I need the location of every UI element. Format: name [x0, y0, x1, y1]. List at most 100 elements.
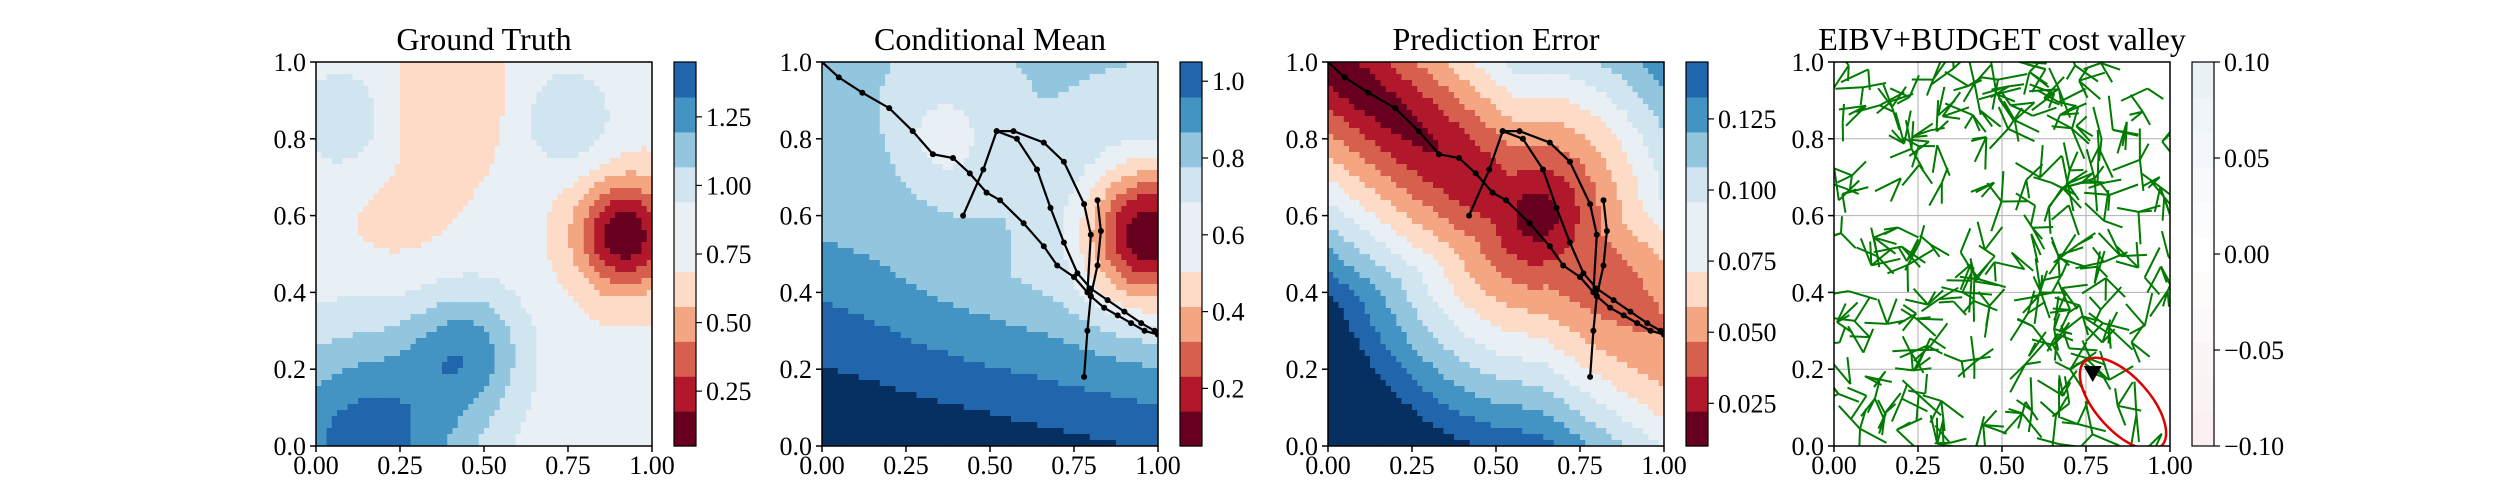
- heatmap-cell: [858, 266, 865, 273]
- heatmap-cell: [604, 74, 611, 81]
- heatmap-cell: [316, 314, 322, 321]
- heatmap-cell: [426, 194, 433, 201]
- heatmap-cell: [858, 368, 865, 375]
- heatmap-cell: [536, 350, 543, 357]
- heatmap-cell: [536, 380, 543, 387]
- heatmap-cell: [594, 416, 601, 423]
- heatmap-cell: [415, 374, 422, 381]
- heatmap-cell: [515, 314, 522, 321]
- heatmap-cell: [547, 152, 553, 159]
- heatmap-cell: [594, 350, 601, 357]
- heatmap-cell: [557, 224, 564, 231]
- heatmap-cell: [520, 62, 527, 69]
- heatmap-cell: [457, 320, 464, 327]
- heatmap-cell: [505, 302, 511, 309]
- heatmap-cell: [573, 392, 580, 399]
- heatmap-cell: [442, 284, 448, 291]
- heatmap-cell: [526, 278, 532, 285]
- heatmap-cell: [636, 410, 643, 417]
- heatmap-cell: [589, 230, 595, 237]
- heatmap-cell: [410, 368, 417, 375]
- heatmap-cell: [405, 428, 412, 435]
- heatmap-cell: [410, 332, 417, 339]
- heatmap-cell: [405, 200, 412, 207]
- heatmap-cell: [562, 74, 569, 81]
- heatmap-cell: [615, 404, 622, 411]
- heatmap-cell: [526, 416, 532, 423]
- heatmap-cell: [510, 272, 517, 279]
- heatmap-cell: [368, 314, 375, 321]
- heatmap-cell: [436, 182, 443, 189]
- heatmap-cell: [827, 80, 834, 87]
- heatmap-cell: [620, 428, 627, 435]
- heatmap-cell: [869, 212, 876, 219]
- heatmap-cell: [326, 392, 333, 399]
- heatmap-cell: [342, 74, 349, 81]
- heatmap-cell: [452, 236, 459, 243]
- heatmap-cell: [321, 440, 328, 446]
- heatmap-cell: [615, 254, 622, 261]
- heatmap-cell: [452, 128, 459, 135]
- heatmap-cell: [620, 302, 627, 309]
- heatmap-cell: [510, 350, 517, 357]
- heatmap-cell: [337, 296, 343, 303]
- heatmap-cell: [457, 326, 464, 333]
- heatmap-cell: [625, 230, 632, 237]
- heatmap-cell: [578, 260, 585, 267]
- heatmap-cell: [589, 374, 595, 381]
- heatmap-cell: [515, 344, 522, 351]
- heatmap-cell: [552, 254, 559, 261]
- heatmap-cell: [421, 410, 427, 417]
- heatmap-cell: [415, 116, 422, 123]
- heatmap-cell: [837, 170, 844, 177]
- heatmap-cell: [484, 308, 490, 315]
- heatmap-cell: [405, 134, 412, 141]
- heatmap-cell: [827, 104, 834, 111]
- heatmap-cell: [379, 302, 385, 309]
- heatmap-cell: [352, 332, 359, 339]
- heatmap-cell: [379, 314, 385, 321]
- heatmap-cell: [358, 188, 364, 195]
- heatmap-cell: [631, 260, 637, 267]
- heatmap-cell: [615, 296, 622, 303]
- heatmap-cell: [379, 422, 385, 429]
- heatmap-cell: [373, 128, 380, 135]
- heatmap-cell: [510, 158, 517, 165]
- heatmap-cell: [484, 266, 490, 273]
- heatmap-cell: [589, 182, 595, 189]
- heatmap-cell: [352, 98, 359, 105]
- heatmap-cell: [631, 104, 637, 111]
- heatmap-cell: [636, 182, 643, 189]
- heatmap-cell: [326, 146, 333, 153]
- heatmap-cell: [526, 98, 532, 105]
- heatmap-cell: [562, 176, 569, 183]
- heatmap-cell: [499, 422, 506, 429]
- heatmap-cell: [625, 248, 632, 255]
- heatmap-cell: [541, 362, 548, 369]
- heatmap-cell: [468, 128, 475, 135]
- heatmap-cell: [641, 140, 648, 147]
- heatmap-cell: [610, 248, 616, 255]
- heatmap-cell: [568, 260, 574, 267]
- heatmap-cell: [499, 86, 506, 93]
- heatmap-cell: [436, 68, 443, 75]
- heatmap-cell: [552, 242, 559, 249]
- heatmap-cell: [421, 86, 427, 93]
- heatmap-cell: [646, 296, 652, 303]
- heatmap-cell: [568, 230, 574, 237]
- y-axis: 0.00.20.40.60.81.0: [274, 48, 316, 461]
- heatmap-cell: [641, 404, 648, 411]
- heatmap-cell: [326, 428, 333, 435]
- heatmap-cell: [541, 194, 548, 201]
- heatmap-cell: [352, 314, 359, 321]
- heatmap-cell: [321, 374, 328, 381]
- heatmap-cell: [447, 398, 454, 405]
- heatmap-cell: [583, 200, 590, 207]
- heatmap-cell: [463, 128, 469, 135]
- heatmap-cell: [832, 74, 839, 81]
- heatmap-cell: [515, 110, 522, 117]
- heatmap-cell: [321, 260, 328, 267]
- heatmap-cell: [494, 122, 501, 129]
- heatmap-cell: [484, 362, 490, 369]
- heatmap-cell: [331, 194, 338, 201]
